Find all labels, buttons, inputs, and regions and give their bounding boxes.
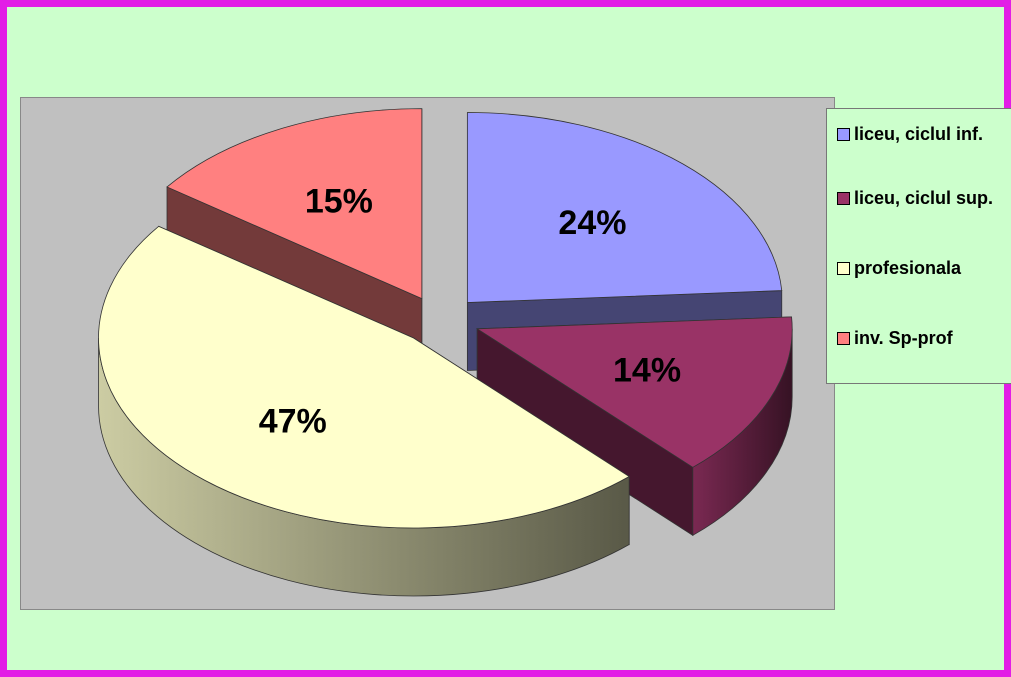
data-label-inv-sp-prof: 15% [305, 182, 373, 220]
data-label-liceu-ciclul-sup: 14% [613, 351, 681, 389]
pie-slice-top [475, 316, 793, 468]
pie-slice-liceu-ciclul-sup [475, 316, 793, 537]
legend-item-profesionala: profesionala [837, 255, 1005, 281]
legend-item-liceu-ciclul-inf: liceu, ciclul inf. [837, 121, 1005, 147]
legend-swatch [837, 192, 850, 205]
legend-swatch [837, 332, 850, 345]
data-label-liceu-ciclul-inf: 24% [558, 204, 626, 242]
legend-label: liceu, ciclul inf. [854, 124, 984, 144]
pie-slice-top [466, 112, 783, 303]
legend-swatch [837, 262, 850, 275]
pie-slice-top [166, 108, 423, 300]
legend-swatch [837, 128, 850, 141]
data-label-profesionala: 47% [259, 403, 327, 441]
legend-label: liceu, ciclul sup. [854, 188, 994, 208]
chart-legend: liceu, ciclul inf. liceu, ciclul sup. pr… [826, 108, 1011, 384]
pie-slice-top [98, 225, 630, 529]
legend-label: inv. Sp-prof [854, 328, 953, 348]
legend-label: profesionala [854, 258, 962, 278]
legend-item-inv-sp-prof: inv. Sp-prof [837, 325, 1005, 351]
pie-slice-profesionala [98, 225, 630, 597]
legend-item-liceu-ciclul-sup: liceu, ciclul sup. [837, 185, 1005, 211]
